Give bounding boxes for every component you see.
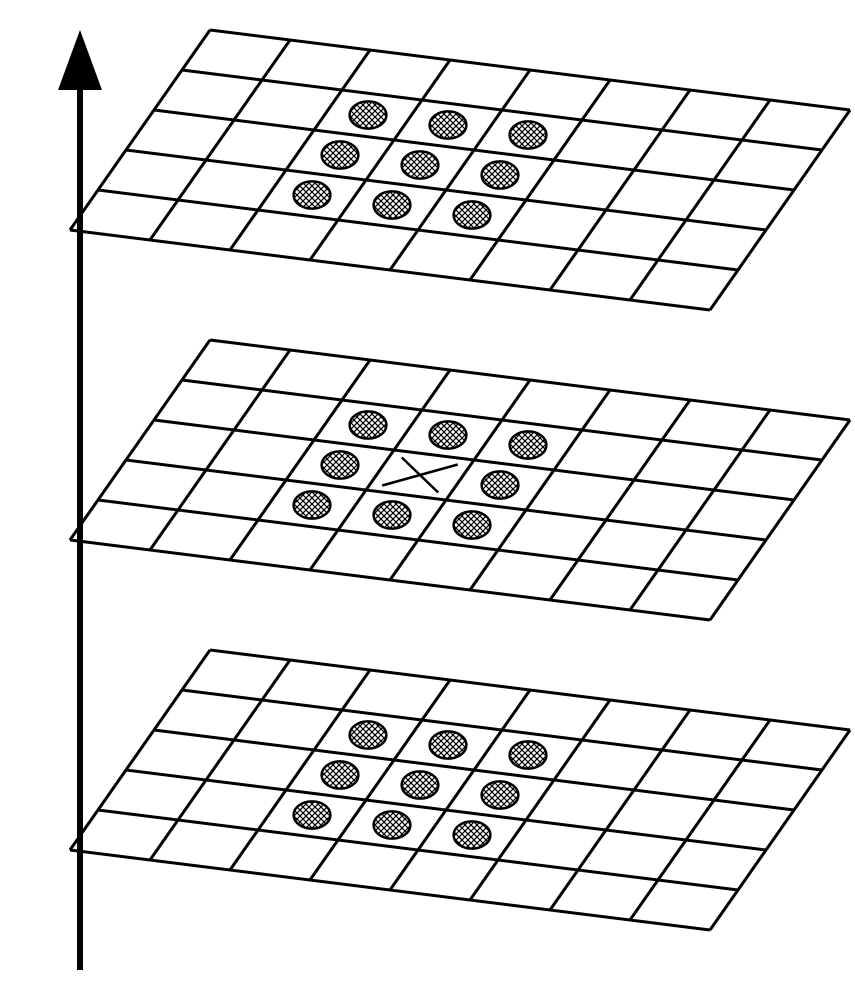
grid-cell-marker xyxy=(294,801,331,828)
grid-cell-marker xyxy=(482,781,519,808)
grid-cell-marker xyxy=(402,151,439,178)
grid-cell-marker xyxy=(510,121,547,148)
diagram-canvas xyxy=(0,0,855,1000)
grid-layer-1 xyxy=(70,340,850,620)
vertical-axis-arrow xyxy=(58,30,102,970)
grid-cell-marker xyxy=(374,501,411,528)
grid-cell-x-mark xyxy=(382,458,458,493)
grid-cell-marker xyxy=(510,741,547,768)
grid-cell-marker xyxy=(402,771,439,798)
grid-cell-marker xyxy=(374,191,411,218)
grid-cell-marker xyxy=(350,101,387,128)
grid-cell-marker xyxy=(350,721,387,748)
grid-cell-marker xyxy=(430,731,467,758)
grid-cell-marker xyxy=(430,421,467,448)
grid-cell-marker xyxy=(510,431,547,458)
grid-cell-marker xyxy=(322,761,359,788)
grid-cell-marker xyxy=(322,141,359,168)
grid-cell-marker xyxy=(454,201,491,228)
grid-cell-marker xyxy=(482,471,519,498)
grid-cell-marker xyxy=(454,511,491,538)
grid-cell-marker xyxy=(430,111,467,138)
grid-cell-marker xyxy=(322,451,359,478)
grid-cell-marker xyxy=(374,811,411,838)
grid-cell-marker xyxy=(294,181,331,208)
grid-layer-0 xyxy=(70,30,850,310)
grid-cell-marker xyxy=(294,491,331,518)
grid-cell-marker xyxy=(350,411,387,438)
grid-layer-2 xyxy=(70,650,850,930)
grid-cell-marker xyxy=(482,161,519,188)
grid-cell-marker xyxy=(454,821,491,848)
